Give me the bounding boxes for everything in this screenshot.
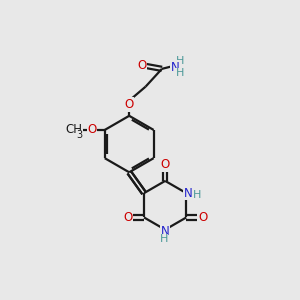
Text: 3: 3 [76,130,82,140]
Text: O: O [198,211,207,224]
Text: N: N [171,61,180,74]
Text: N: N [161,225,170,238]
Text: H: H [176,56,184,65]
Text: O: O [137,59,146,72]
Text: O: O [124,98,134,111]
Text: O: O [88,123,97,136]
Text: N: N [183,187,192,200]
Text: CH: CH [65,123,82,136]
Text: O: O [123,211,132,224]
Text: O: O [160,158,170,171]
Text: H: H [176,68,184,78]
Text: H: H [160,234,168,244]
Text: H: H [193,190,201,200]
